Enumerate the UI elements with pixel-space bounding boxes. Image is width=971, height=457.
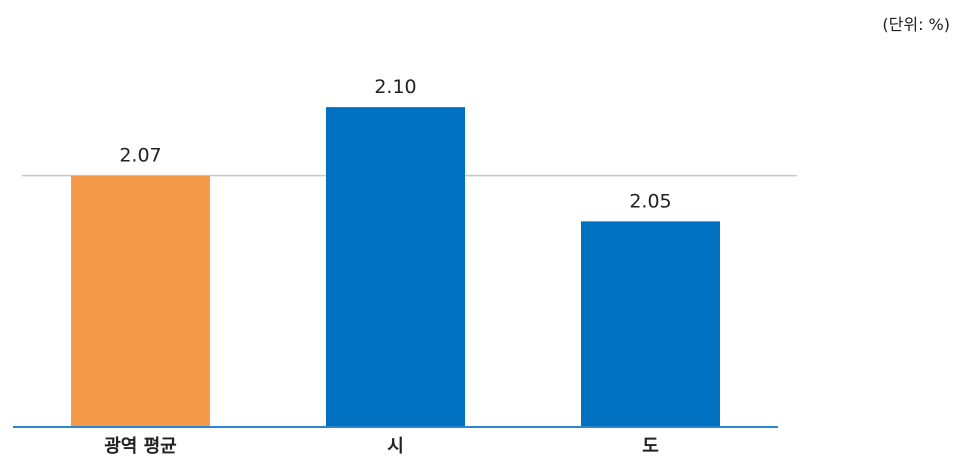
category-label-2: 시: [387, 436, 404, 457]
bar-2: [326, 107, 465, 428]
unit-label: (단위: %): [882, 15, 950, 34]
value-label-1: 2.07: [119, 145, 161, 167]
value-label-2: 2.10: [374, 76, 416, 98]
category-label-1: 광역 평균: [104, 436, 177, 457]
bar-3: [581, 221, 720, 427]
value-label-3: 2.05: [629, 190, 671, 212]
bar-1: [71, 175, 210, 427]
category-label-3: 도: [642, 436, 659, 457]
